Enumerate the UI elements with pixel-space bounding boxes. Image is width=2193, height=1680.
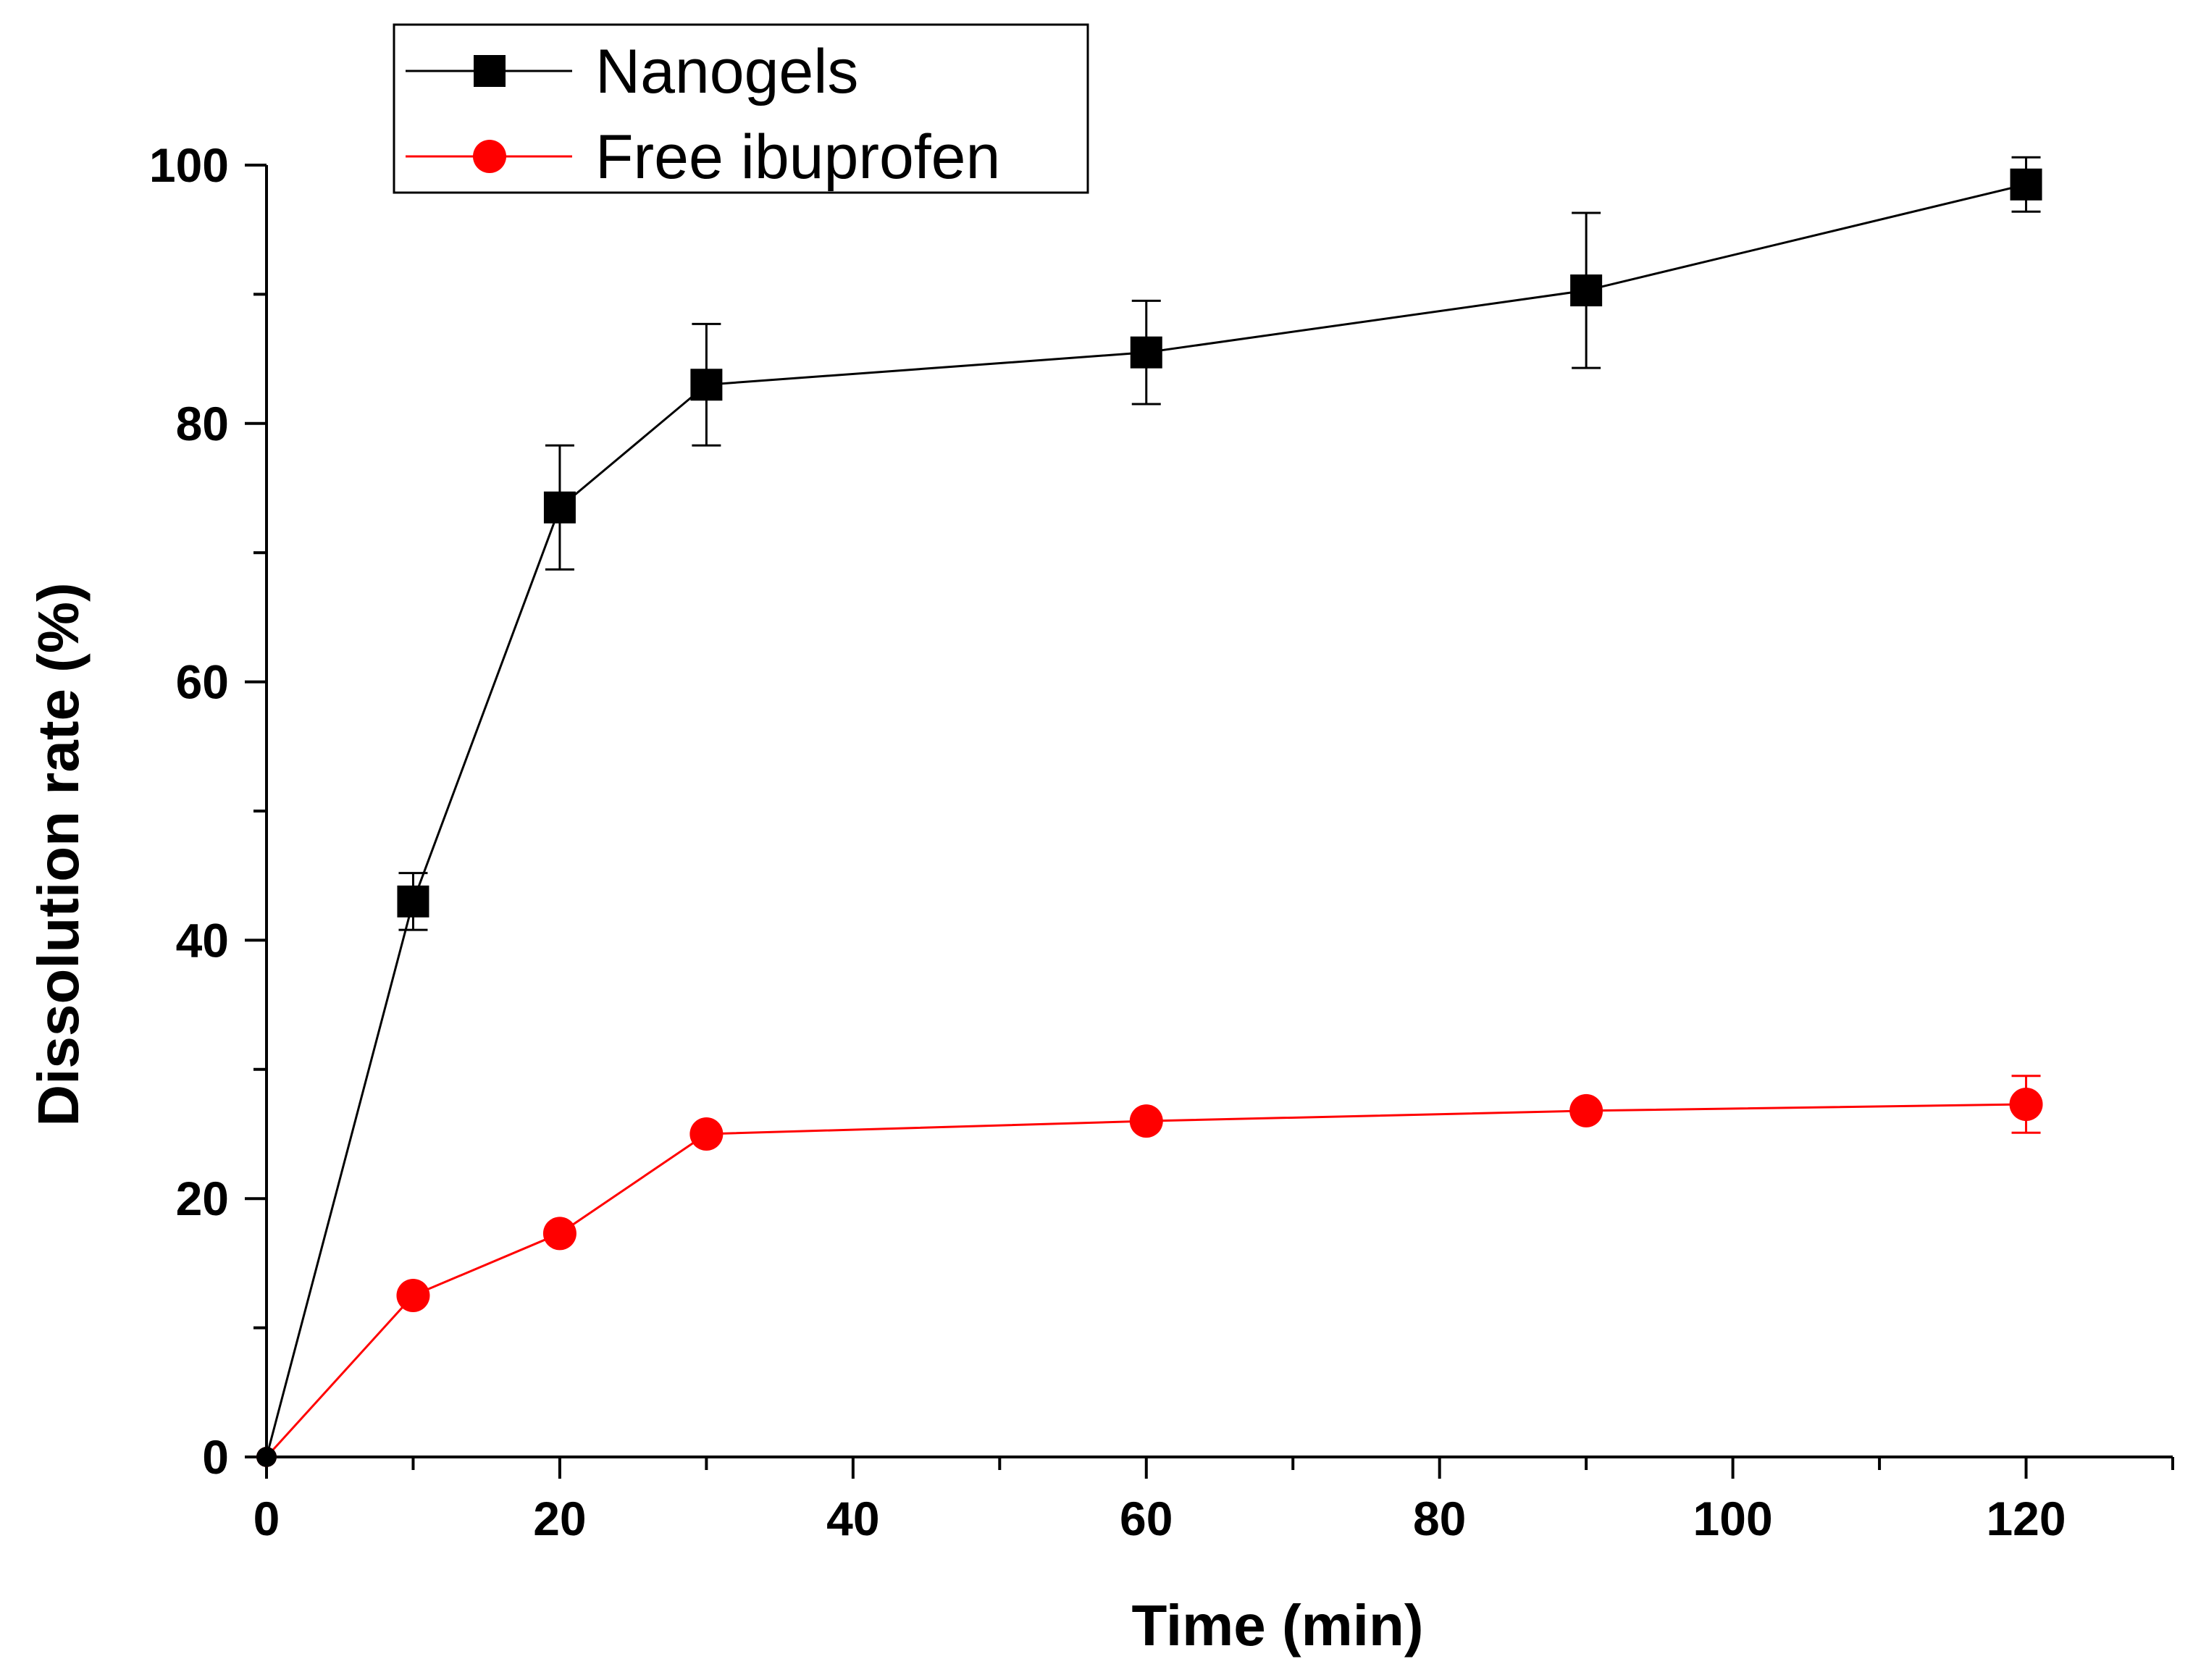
series-line	[265, 1103, 2026, 1458]
y-tick-label: 20	[176, 1172, 229, 1225]
y-tick-label: 80	[176, 397, 229, 450]
x-tick-label: 20	[533, 1492, 586, 1545]
data-point	[1570, 274, 1603, 307]
legend-label: Nanogels	[595, 37, 858, 106]
data-point	[396, 1279, 430, 1312]
legend-marker	[474, 55, 506, 87]
y-axis-title: Dissolution rate (%)	[26, 582, 91, 1126]
x-tick-label: 60	[1120, 1492, 1173, 1545]
legend-marker	[473, 140, 506, 173]
series-nanogels	[256, 156, 2042, 1467]
x-axis-title: Time (min)	[1131, 1593, 1423, 1658]
axes: 0 20 40 60 80 100 120 0 20 40 60 80 100	[149, 138, 2174, 1545]
y-tick-label: 60	[176, 655, 229, 709]
x-tick-label: 80	[1413, 1492, 1466, 1545]
data-point	[543, 491, 576, 524]
data-point	[1129, 1104, 1163, 1138]
data-point	[2010, 168, 2042, 201]
data-point	[689, 1117, 724, 1151]
series-free-ibuprofen	[256, 1075, 2043, 1467]
data-point	[256, 1447, 277, 1467]
data-point	[2009, 1087, 2043, 1121]
data-point	[1130, 336, 1162, 369]
x-tick-label: 0	[253, 1492, 280, 1545]
legend-label: Free ibuprofen	[595, 122, 1000, 192]
x-tick-label: 40	[826, 1492, 879, 1545]
data-point	[1569, 1093, 1603, 1127]
legend-box	[393, 23, 1089, 194]
x-tick-label: 100	[1693, 1492, 1773, 1545]
y-tick-label: 0	[202, 1430, 229, 1484]
data-point	[542, 1217, 576, 1251]
y-tick-label: 100	[149, 138, 229, 192]
data-point	[690, 369, 723, 401]
y-tick-label: 40	[176, 913, 229, 967]
legend: Nanogels Free ibuprofen	[393, 23, 1089, 194]
x-tick-label: 120	[1986, 1492, 2066, 1545]
series-layer	[256, 156, 2043, 1467]
data-point	[397, 885, 429, 917]
